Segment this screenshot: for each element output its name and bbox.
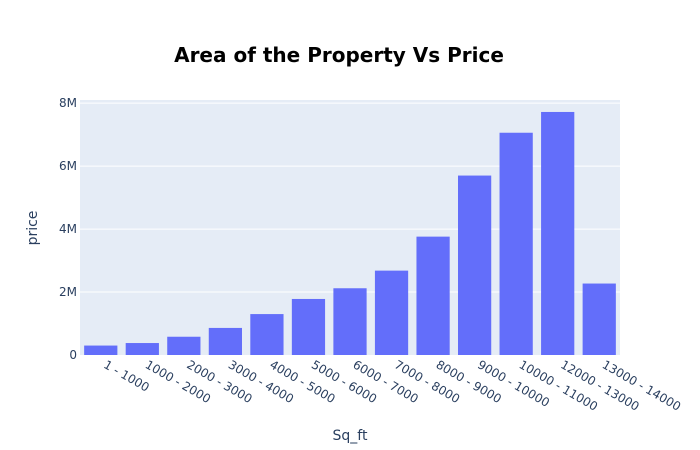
y-tick-label: 0	[69, 348, 77, 362]
bar[interactable]	[416, 236, 450, 355]
y-tick-label: 6M	[59, 159, 77, 173]
bar[interactable]	[250, 314, 284, 355]
bar[interactable]	[208, 327, 242, 355]
chart-title: Area of the Property Vs Price	[174, 43, 504, 67]
y-tick-label: 4M	[59, 222, 77, 236]
bar[interactable]	[84, 345, 118, 355]
bar[interactable]	[333, 288, 367, 355]
bar[interactable]	[458, 175, 492, 355]
bar[interactable]	[541, 111, 575, 356]
bar[interactable]	[291, 298, 326, 355]
x-axis-title: Sq_ft	[333, 428, 368, 444]
bar[interactable]	[125, 343, 159, 355]
bars	[84, 111, 616, 356]
bar[interactable]	[167, 336, 201, 355]
x-tick-label: 1 - 1000	[101, 357, 151, 394]
y-tick-label: 8M	[59, 96, 77, 110]
y-axis-title: price	[25, 211, 41, 246]
y-tick-label: 2M	[59, 285, 77, 299]
bar[interactable]	[499, 132, 533, 355]
bar[interactable]	[374, 270, 409, 355]
bar[interactable]	[582, 283, 616, 355]
y-tick-labels: 0 2M 4M 6M 8M	[59, 96, 77, 362]
